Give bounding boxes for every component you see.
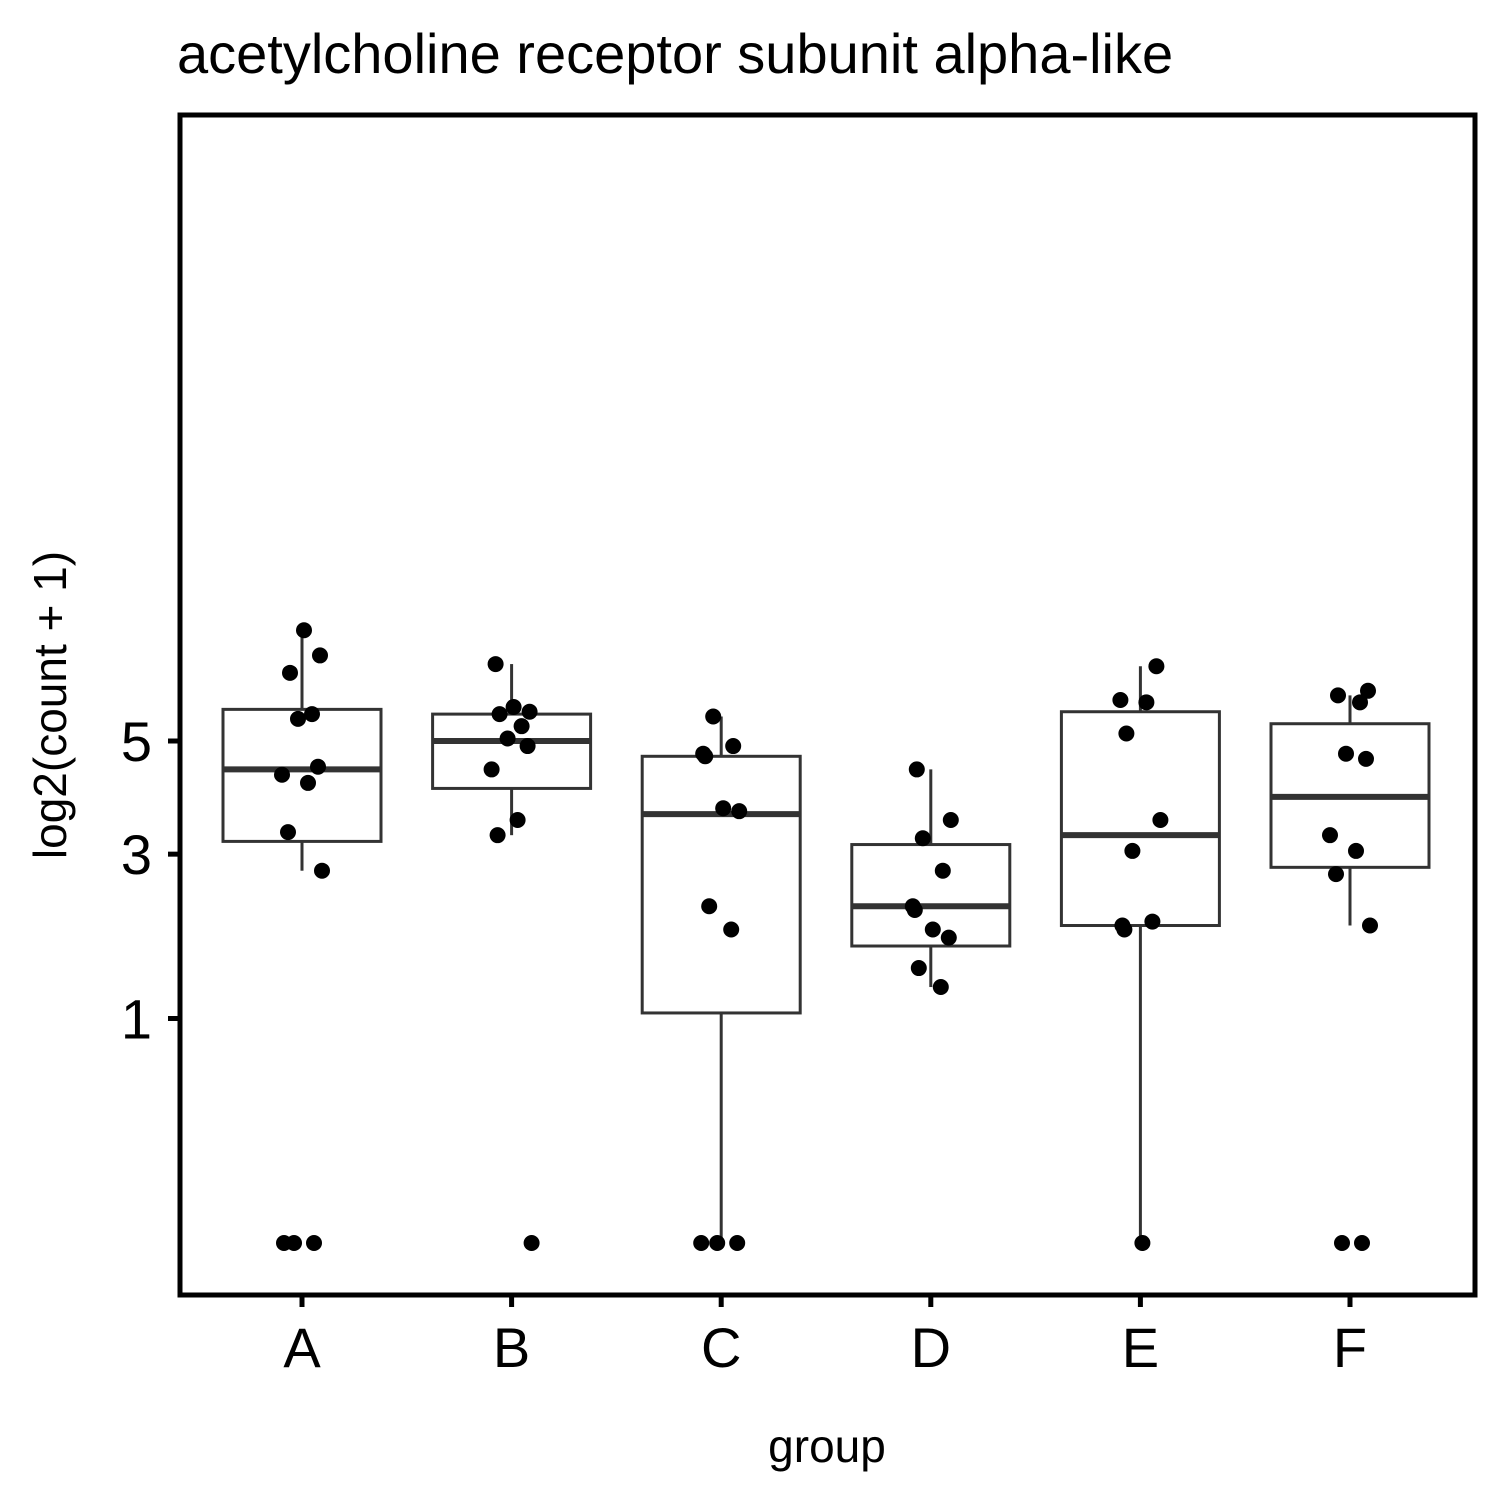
- data-point: [491, 706, 508, 723]
- data-point: [731, 803, 748, 820]
- data-point: [314, 862, 330, 879]
- box-iqr: [640, 754, 802, 1015]
- x-tick-label-b: B: [493, 1316, 530, 1379]
- data-point: [908, 761, 925, 778]
- data-point: [1354, 1235, 1370, 1251]
- data-point: [1148, 658, 1165, 675]
- y-tick-label: 5: [121, 710, 152, 773]
- box-group-e: [1059, 666, 1221, 1243]
- data-point: [519, 738, 536, 755]
- data-point: [1338, 745, 1354, 762]
- boxes-layer: [221, 630, 1431, 1243]
- y-tick-label: 1: [121, 988, 152, 1051]
- box-group-c: [640, 716, 802, 1243]
- data-point: [1152, 812, 1169, 829]
- x-tick-label-a: A: [283, 1316, 321, 1379]
- data-point: [1118, 725, 1135, 742]
- box-iqr: [1059, 710, 1221, 928]
- data-point: [914, 830, 931, 847]
- data-point: [489, 827, 506, 844]
- x-tick-label-c: C: [701, 1316, 741, 1379]
- data-point: [1114, 917, 1131, 934]
- data-point: [286, 1235, 302, 1251]
- data-point: [312, 647, 328, 664]
- data-point: [934, 862, 951, 879]
- points-layer: [274, 622, 1378, 1251]
- chart-title: acetylcholine receptor subunit alpha-lik…: [177, 22, 1173, 85]
- data-point: [725, 738, 742, 755]
- data-point: [1328, 866, 1344, 883]
- data-point: [304, 706, 320, 723]
- box-group-d: [850, 769, 1012, 988]
- data-point: [290, 710, 306, 727]
- data-point: [300, 774, 316, 791]
- plot-panel-border: [177, 112, 1478, 1298]
- box-group-a: [221, 630, 383, 871]
- data-point: [1362, 917, 1378, 934]
- data-point: [1330, 687, 1346, 704]
- data-point: [499, 730, 516, 747]
- data-point: [280, 824, 296, 841]
- data-point: [1134, 1235, 1151, 1251]
- data-point: [715, 800, 732, 817]
- data-point: [1360, 682, 1376, 699]
- data-point: [1348, 842, 1364, 859]
- data-point: [709, 1235, 726, 1251]
- data-point: [729, 1235, 746, 1251]
- data-point: [282, 664, 298, 681]
- data-point: [274, 766, 290, 783]
- data-point: [505, 699, 522, 716]
- data-point: [942, 812, 959, 829]
- x-tick-label-f: F: [1333, 1316, 1367, 1379]
- data-point: [1322, 827, 1338, 844]
- data-point: [1124, 842, 1141, 859]
- data-point: [693, 1235, 710, 1251]
- y-axis-label: log2(count + 1): [24, 551, 76, 859]
- data-point: [1352, 694, 1368, 711]
- data-point: [483, 761, 500, 778]
- data-point: [705, 708, 722, 725]
- data-point: [1144, 913, 1161, 930]
- data-point: [1334, 1235, 1350, 1251]
- x-tick-label-e: E: [1122, 1316, 1159, 1379]
- data-point: [932, 979, 949, 996]
- data-point: [296, 622, 312, 639]
- data-point: [523, 1235, 540, 1251]
- box-iqr: [221, 707, 383, 843]
- data-point: [1112, 692, 1129, 709]
- y-tick-label: 3: [121, 823, 152, 886]
- data-point: [910, 960, 927, 977]
- data-point: [487, 656, 504, 673]
- data-point: [310, 758, 326, 775]
- box-group-f: [1269, 695, 1431, 926]
- data-point: [695, 745, 712, 762]
- data-point: [940, 929, 957, 946]
- data-point: [1138, 694, 1155, 711]
- data-point: [509, 812, 526, 829]
- data-point: [723, 921, 740, 938]
- x-tick-label-d: D: [911, 1316, 951, 1379]
- x-axis: A B C D E F: [283, 1295, 1367, 1379]
- data-point: [521, 703, 538, 720]
- box-iqr: [431, 712, 593, 790]
- data-point: [904, 898, 921, 915]
- box-group-b: [431, 664, 593, 836]
- x-axis-label: group: [768, 1420, 886, 1472]
- data-point: [924, 921, 941, 938]
- data-point: [513, 718, 530, 735]
- data-point: [306, 1235, 322, 1251]
- y-axis: 1 3 5: [121, 710, 180, 1051]
- data-point: [1358, 750, 1374, 767]
- data-point: [701, 898, 718, 915]
